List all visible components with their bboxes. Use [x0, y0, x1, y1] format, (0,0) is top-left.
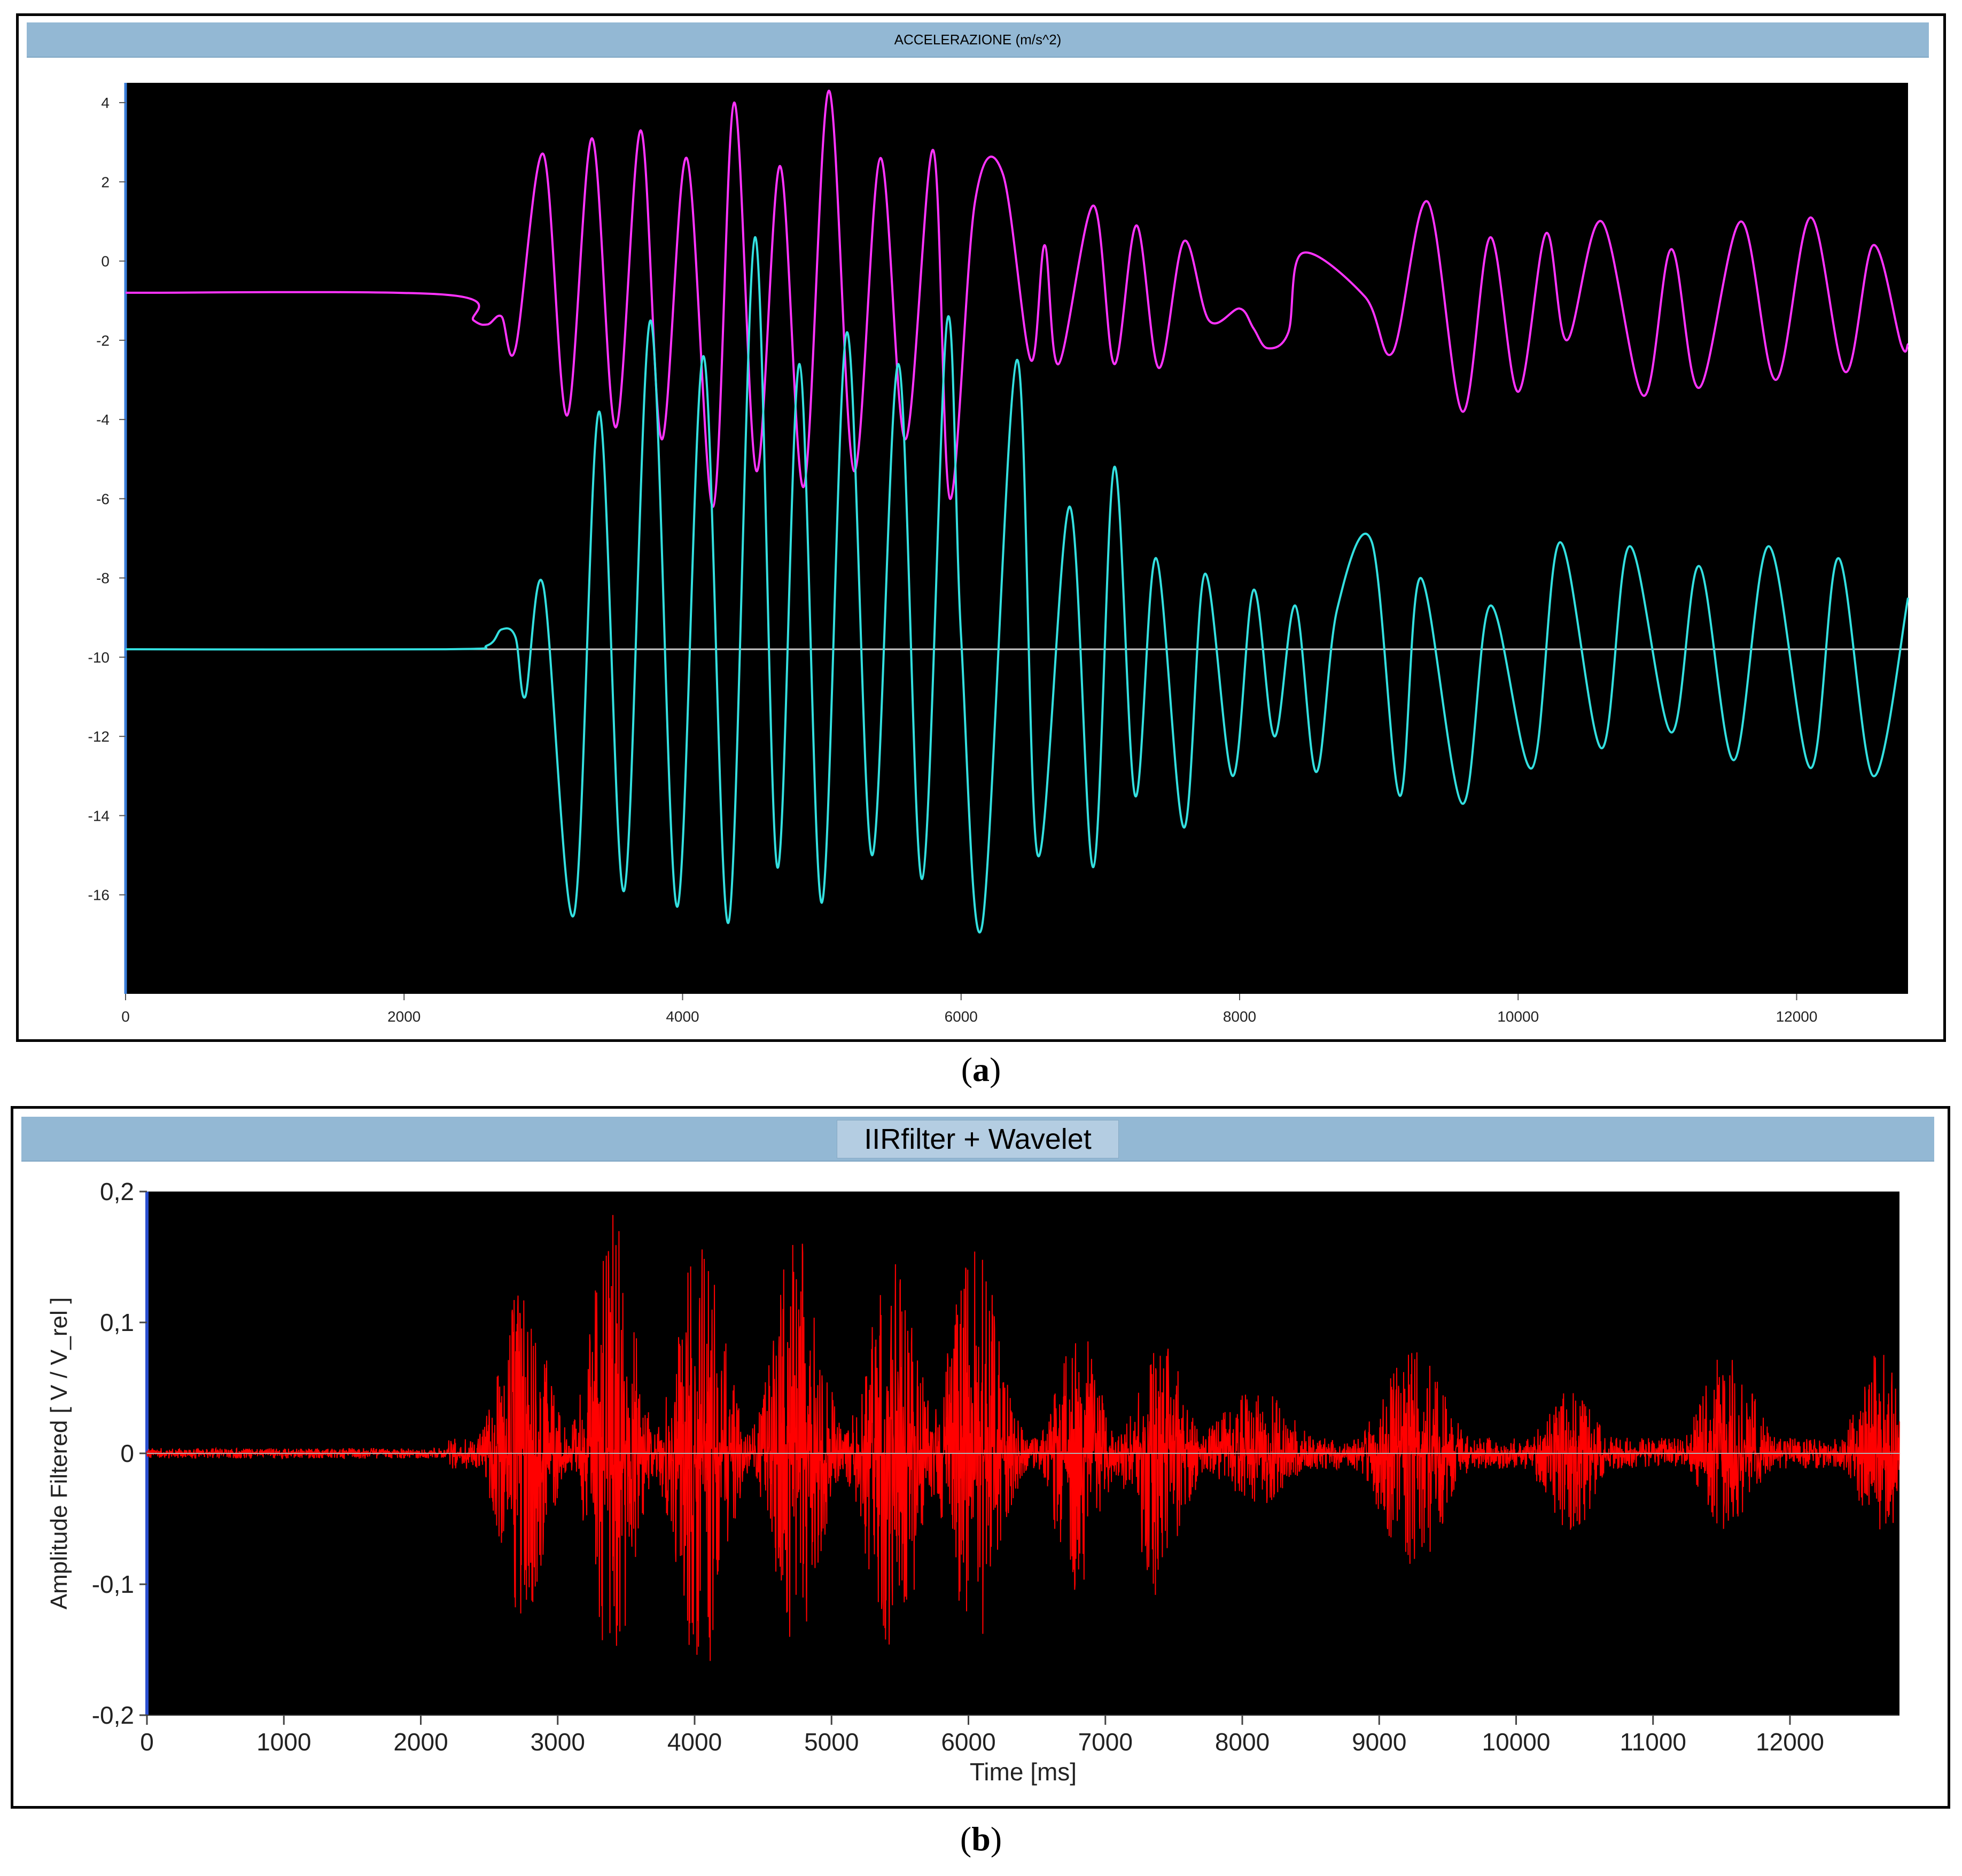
series-line-filtered — [146, 1215, 1900, 1661]
x-tick-label: 4000 — [666, 1008, 699, 1025]
x-tick-label: 11000 — [1620, 1728, 1686, 1756]
caption-a-close: ) — [990, 1050, 1001, 1088]
y-tick-label: -6 — [96, 491, 110, 507]
chart-panel-acceleration: ACCELERAZIONE (m/s^2) 4 2 0 -2 -4 -6 -8 -10 -12 -… — [16, 13, 1946, 1042]
caption-b-open: ( — [960, 1820, 972, 1858]
y-tick-label: 0 — [101, 253, 110, 270]
caption-a-open: ( — [961, 1050, 972, 1088]
x-tick-label: 12000 — [1776, 1008, 1818, 1025]
x-tick-label: 0 — [140, 1728, 154, 1756]
x-tick-label: 10000 — [1482, 1728, 1551, 1756]
x-tick-label: 7000 — [1078, 1728, 1133, 1756]
x-tick-label: 5000 — [804, 1728, 859, 1756]
chart-panel-filtered: IIRfilter + Wavelet 0,2 0,1 0 -0,1 -0,2 0 1000… — [11, 1106, 1950, 1809]
y-tick-label: -10 — [88, 649, 110, 666]
caption-b-letter: b — [971, 1820, 991, 1858]
x-tick-label: 4000 — [667, 1728, 722, 1756]
x-tick-label: 2000 — [387, 1008, 421, 1025]
y-tick-label: -16 — [88, 887, 110, 904]
x-tick-label: 8000 — [1215, 1728, 1270, 1756]
series-line-1 — [125, 89, 1909, 508]
y-tick-label: -14 — [88, 807, 110, 824]
x-axis-label: Time [ms] — [970, 1758, 1077, 1786]
y-axis-label: Amplitude Filtered [ V / V_rel ] — [46, 1297, 72, 1609]
x-tick-label: 12000 — [1756, 1728, 1824, 1756]
y-tick-label: 0 — [120, 1439, 134, 1467]
y-tick-label: -4 — [96, 411, 110, 428]
y-tick-label: -8 — [96, 570, 110, 587]
caption-b: (b) — [0, 1819, 1962, 1859]
y-tick-label: -12 — [88, 728, 110, 745]
series-line-2 — [125, 236, 1909, 933]
plot-area — [126, 83, 1908, 994]
y-tick-label: -0,1 — [92, 1570, 134, 1598]
y-tick-label: 0,1 — [100, 1309, 134, 1336]
caption-b-close: ) — [990, 1820, 1002, 1858]
chart-title-bar: IIRfilter + Wavelet — [21, 1117, 1934, 1162]
x-tick-label: 0 — [121, 1008, 130, 1025]
x-tick-label: 3000 — [531, 1728, 585, 1756]
x-tick-label: 6000 — [945, 1008, 978, 1025]
filtered-amplitude-chart: 0,20,10-0,1-0,20 1000 2000 3000 4000 5000 6000… — [46, 1178, 1900, 1786]
caption-a: (a) — [0, 1050, 1962, 1089]
x-tick-label: 1000 — [256, 1728, 311, 1756]
caption-a-letter: a — [972, 1050, 990, 1088]
x-tick-label: 9000 — [1352, 1728, 1406, 1756]
y-tick-label: 4 — [101, 95, 110, 111]
chart-title: ACCELERAZIONE (m/s^2) — [894, 32, 1062, 48]
x-tick-label: 2000 — [393, 1728, 448, 1756]
chart-title-bar: ACCELERAZIONE (m/s^2) — [27, 22, 1929, 58]
y-tick-label: -0,2 — [92, 1701, 134, 1729]
y-tick-label: 2 — [101, 174, 110, 190]
y-tick-label: 0,2 — [100, 1178, 134, 1205]
x-tick-label: 8000 — [1223, 1008, 1256, 1025]
x-tick-label: 10000 — [1497, 1008, 1539, 1025]
x-tick-label: 6000 — [941, 1728, 995, 1756]
y-tick-label: -2 — [96, 332, 110, 349]
chart-title: IIRfilter + Wavelet — [837, 1120, 1119, 1158]
acceleration-chart: 4 2 0 -2 -4 -6 -8 -10 -12 -14 -16 0 2000 4000 6000 8000… — [88, 83, 1909, 1025]
